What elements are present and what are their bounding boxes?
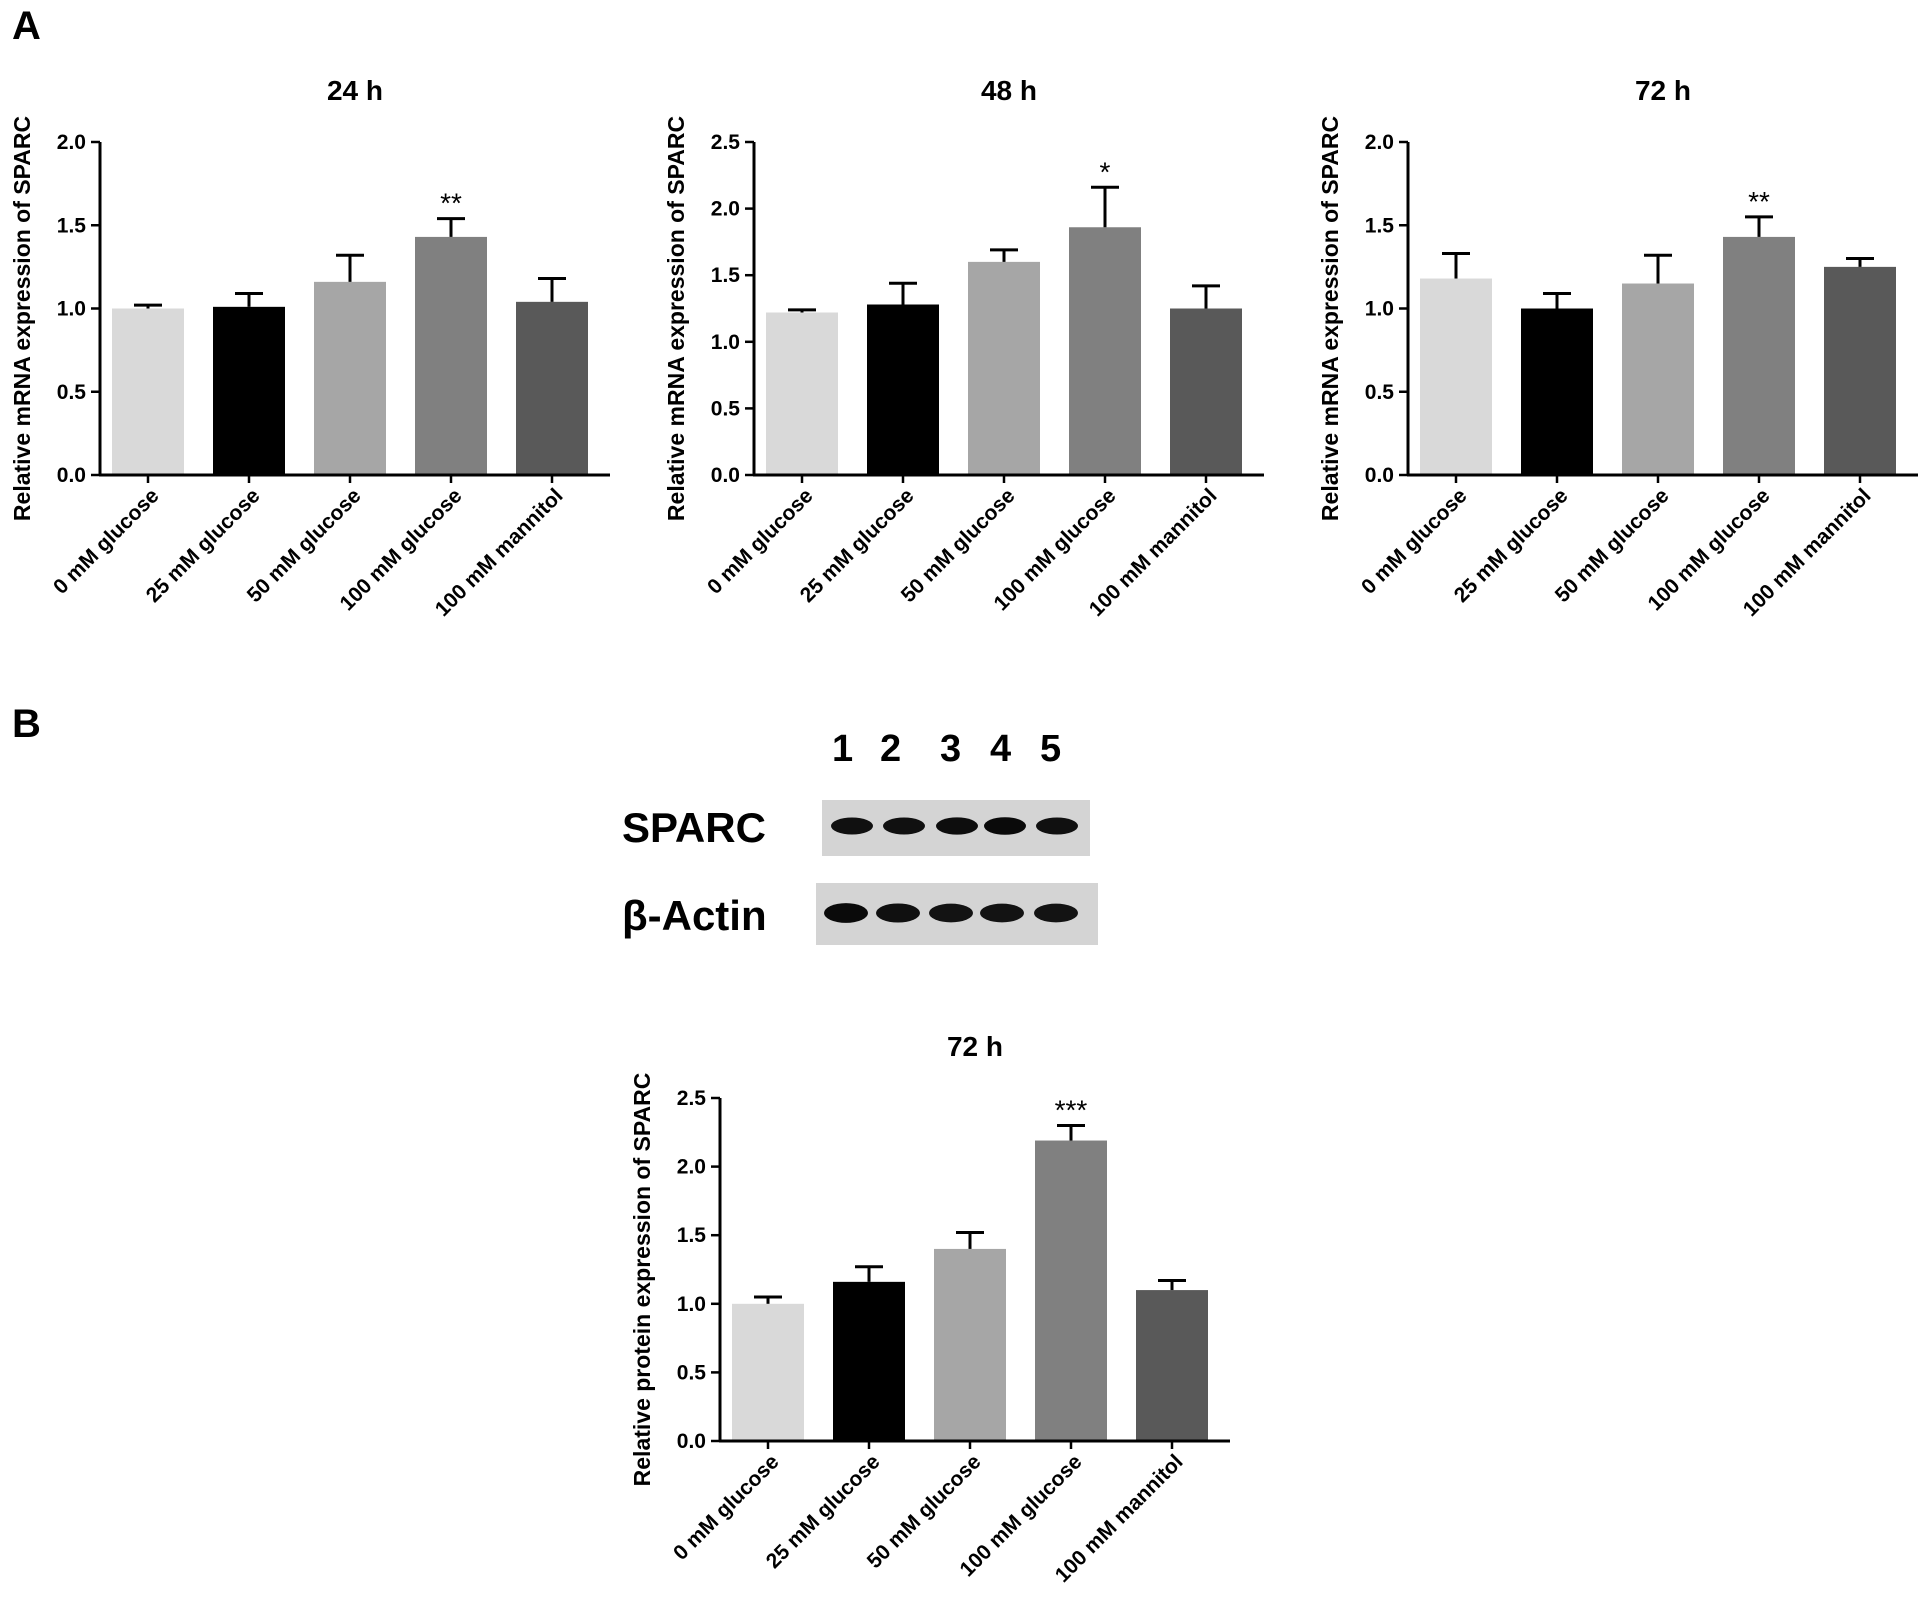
lane-number: 2 [880,728,902,770]
bar [1723,236,1795,475]
lane-number: 5 [1040,728,1062,770]
bar-chart-72h-mrna: 72 h Relative mRNA expression of SPARC 0 m… [1317,75,1918,621]
panel-a-label: A [12,4,41,48]
bar [1622,283,1694,475]
sparc-row-label: SPARC [622,804,766,851]
bar [1069,227,1141,475]
blot-band [929,903,973,923]
bar [1035,1140,1107,1441]
bar [968,261,1040,475]
chart-title: 72 h [947,1031,1003,1062]
y-tick-label: 2.5 [711,131,741,154]
y-tick-label: 2.0 [677,1156,706,1179]
blot-band [1034,903,1078,923]
y-tick-label: 1.0 [677,1293,706,1316]
bar [766,312,838,475]
bar [112,308,184,475]
bar [1521,308,1593,475]
chart-title: 24 h [327,75,383,106]
lane-number: 1 [832,728,854,770]
blot-band [831,817,873,835]
x-tick-label: 0 mM glucose [49,484,163,598]
actin-blot-strip [816,883,1098,945]
bar [314,281,386,475]
bar-chart-72h-protein: 72 h Relative protein expression of SPARC… [629,1031,1230,1587]
blot-band [883,817,925,835]
y-tick-label: 1.5 [1365,214,1395,237]
y-tick-label: 1.0 [57,298,86,321]
bar [1824,266,1896,475]
bar [867,304,939,475]
y-axis-label: Relative mRNA expression of SPARC [1317,116,1343,521]
bar-chart-48h-mrna: 48 h Relative mRNA expression of SPARC 0 m… [663,75,1264,621]
y-tick-label: 2.0 [57,131,86,154]
y-axis-label: Relative protein expression of SPARC [629,1073,655,1487]
blot-band [936,817,978,835]
y-tick-label: 0.5 [677,1361,707,1384]
y-tick-label: 0.5 [1365,381,1395,404]
y-tick-label: 2.0 [1365,131,1394,154]
lane-number: 4 [990,728,1012,770]
chart-title: 48 h [981,75,1037,106]
y-axis-label: Relative mRNA expression of SPARC [663,116,689,521]
y-tick-label: 0.5 [711,397,741,420]
sparc-blot-strip [822,800,1090,856]
significance-marker: ** [1748,186,1770,217]
x-tick-label: 0 mM glucose [1357,484,1471,598]
significance-marker: ** [440,188,462,219]
blot-band [1036,817,1078,835]
y-tick-label: 1.0 [1365,298,1394,321]
bar [1136,1290,1208,1441]
lane-number: 3 [940,728,962,770]
y-tick-label: 0.0 [1365,464,1394,487]
bar [833,1281,905,1441]
y-tick-label: 0.0 [57,464,86,487]
bar-chart-24h-mrna: 24 h Relative mRNA expression of SPARC 0 m… [9,75,610,621]
y-tick-label: 0.0 [711,464,740,487]
significance-marker: *** [1055,1094,1088,1125]
blot-band [824,903,868,923]
y-tick-label: 0.0 [677,1430,706,1453]
blot-band [984,817,1026,835]
bar [516,301,588,475]
bar [934,1248,1006,1441]
x-tick-label: 0 mM glucose [669,1450,783,1564]
bar [213,306,285,475]
panel-b-label: B [12,702,41,746]
y-axis-label: Relative mRNA expression of SPARC [9,116,35,521]
blot-band [876,903,920,923]
y-tick-label: 1.5 [677,1224,707,1247]
bar [1420,278,1492,475]
y-tick-label: 2.5 [677,1087,707,1110]
actin-row-label: β-Actin [622,892,767,939]
y-tick-label: 1.5 [57,214,87,237]
y-tick-label: 2.0 [711,198,740,221]
bar [415,236,487,475]
blot-band [980,903,1024,923]
y-tick-label: 1.0 [711,331,740,354]
x-tick-label: 0 mM glucose [703,484,817,598]
y-tick-label: 0.5 [57,381,87,404]
bar [1170,308,1242,475]
chart-title: 72 h [1635,75,1691,106]
significance-marker: * [1100,156,1111,187]
y-tick-label: 1.5 [711,264,741,287]
bar [732,1303,804,1441]
